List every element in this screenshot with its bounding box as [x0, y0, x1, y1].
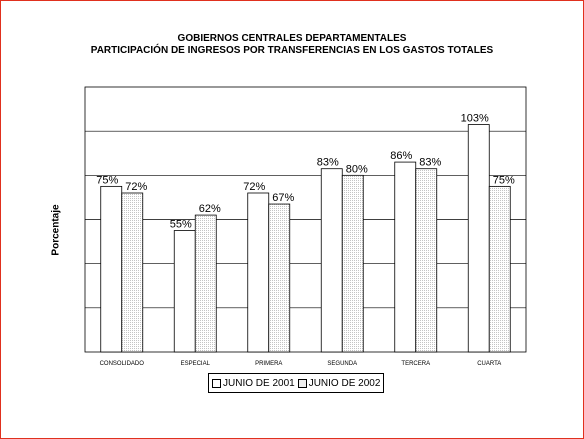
legend-swatch-2002 [297, 378, 307, 388]
data-label: 55% [170, 219, 192, 231]
gridlines [85, 130, 526, 309]
data-label: 75% [96, 174, 118, 186]
legend-item-2002: JUNIO DE 2002 [297, 377, 381, 389]
data-labels: 75% 72% 55% 62% 72% 67% 83% 80% 86% 83% 103% 75% [96, 113, 515, 231]
legend-label-2002: JUNIO DE 2002 [308, 377, 381, 389]
bar [488, 185, 511, 353]
data-label: 83% [317, 157, 339, 169]
x-tick-label: TERCERA [401, 361, 430, 367]
x-tick-label: CUARTA [477, 361, 501, 367]
legend: JUNIO DE 2001 JUNIO DE 2002 [208, 373, 385, 393]
x-tick-label: CONSOLIDADO [100, 361, 145, 367]
bar-group [100, 124, 511, 353]
data-label: 72% [125, 181, 147, 193]
chart-title-block: GOBIERNOS CENTRALES DEPARTAMENTALES PART… [0, 33, 584, 57]
bar [320, 168, 343, 353]
data-label: 75% [493, 174, 515, 186]
chart-subtitle: PARTICIPACIÓN DE INGRESOS POR TRANSFEREN… [90, 45, 494, 56]
bar [247, 192, 270, 353]
legend-label-2001: JUNIO DE 2001 [223, 377, 295, 389]
data-label: 67% [272, 192, 294, 204]
data-label: 86% [390, 150, 412, 162]
bar [100, 185, 123, 353]
x-tick-labels: CONSOLIDADO ESPECIAL PRIMERA SEGUNDA TERCERA… [100, 361, 502, 367]
chart-title: GOBIERNOS CENTRALES DEPARTAMENTALES [177, 33, 407, 44]
data-label: 62% [199, 203, 221, 215]
bar [341, 174, 364, 353]
x-tick-label: PRIMERA [255, 361, 282, 367]
x-tick-label: ESPECIAL [181, 361, 211, 367]
x-tick-label: SEGUNDA [327, 361, 357, 367]
bar [467, 124, 490, 353]
bar [121, 192, 144, 353]
bar [415, 168, 438, 353]
bar [194, 214, 217, 353]
bar [394, 161, 417, 353]
data-label: 80% [346, 163, 368, 175]
data-label: 72% [243, 181, 265, 193]
legend-item-2001: JUNIO DE 2001 [212, 378, 295, 389]
bar [173, 230, 196, 353]
data-label: 103% [461, 113, 489, 125]
bar [268, 203, 291, 353]
data-label: 83% [419, 157, 441, 169]
legend-swatch-2001 [212, 378, 221, 388]
